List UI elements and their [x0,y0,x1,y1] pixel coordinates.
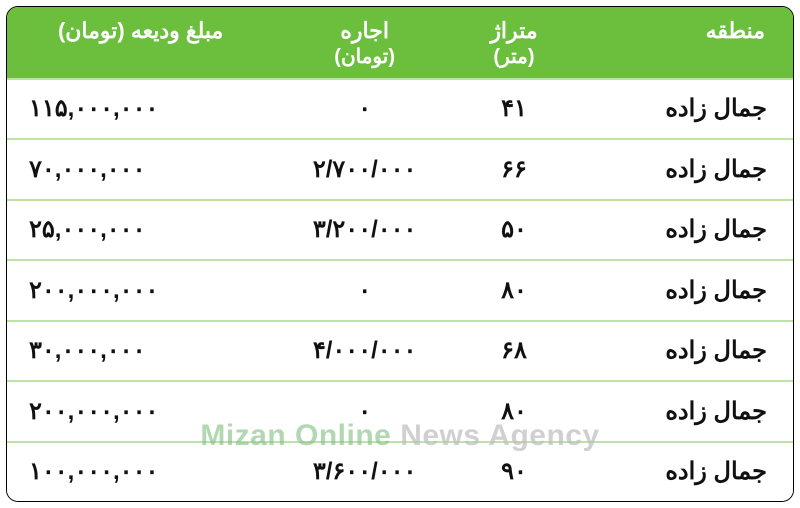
cell-area: ۴۱ [455,79,573,140]
col-header-region-label: منطقه [706,18,765,43]
cell-area: ۹۰ [455,442,573,502]
col-header-area-label: متراژ [490,18,537,43]
cell-region: جمال زاده [573,442,793,502]
col-header-deposit: مبلغ ودیعه (تومان) [7,7,274,79]
col-header-rent: اجاره (تومان) [274,7,455,79]
col-header-area: متراژ (متر) [455,7,573,79]
cell-rent: ۳/۶۰۰/۰۰۰ [274,442,455,502]
cell-deposit: ۳۰,۰۰۰,۰۰۰ [7,321,274,382]
cell-deposit: ۱۰۰,۰۰۰,۰۰۰ [7,442,274,502]
cell-rent: ۰ [274,79,455,140]
cell-region: جمال زاده [573,79,793,140]
table-row: جمال زاده ۵۰ ۳/۲۰۰/۰۰۰ ۲۵,۰۰۰,۰۰۰ [7,200,793,261]
cell-area: ۵۰ [455,200,573,261]
cell-region: جمال زاده [573,381,793,442]
cell-rent: ۳/۲۰۰/۰۰۰ [274,200,455,261]
header-row: منطقه متراژ (متر) اجاره (تومان) مبلغ ودی… [7,7,793,79]
col-header-rent-label: اجاره [340,18,389,43]
cell-rent: ۰ [274,260,455,321]
cell-rent: ۲/۷۰۰/۰۰۰ [274,139,455,200]
table-row: جمال زاده ۴۱ ۰ ۱۱۵,۰۰۰,۰۰۰ [7,79,793,140]
cell-region: جمال زاده [573,260,793,321]
col-header-region: منطقه [573,7,793,79]
cell-deposit: ۲۰۰,۰۰۰,۰۰۰ [7,381,274,442]
col-header-area-sub: (متر) [469,45,559,70]
table-row: جمال زاده ۹۰ ۳/۶۰۰/۰۰۰ ۱۰۰,۰۰۰,۰۰۰ [7,442,793,502]
cell-rent: ۴/۰۰۰/۰۰۰ [274,321,455,382]
table-frame: منطقه متراژ (متر) اجاره (تومان) مبلغ ودی… [6,6,794,502]
table-row: جمال زاده ۶۶ ۲/۷۰۰/۰۰۰ ۷۰,۰۰۰,۰۰۰ [7,139,793,200]
cell-area: ۶۸ [455,321,573,382]
cell-area: ۸۰ [455,381,573,442]
cell-rent: ۰ [274,381,455,442]
cell-deposit: ۲۵,۰۰۰,۰۰۰ [7,200,274,261]
cell-area: ۶۶ [455,139,573,200]
cell-region: جمال زاده [573,321,793,382]
listings-table: منطقه متراژ (متر) اجاره (تومان) مبلغ ودی… [7,7,793,501]
table-body: جمال زاده ۴۱ ۰ ۱۱۵,۰۰۰,۰۰۰ جمال زاده ۶۶ … [7,79,793,502]
table-row: جمال زاده ۸۰ ۰ ۲۰۰,۰۰۰,۰۰۰ [7,381,793,442]
cell-deposit: ۷۰,۰۰۰,۰۰۰ [7,139,274,200]
cell-deposit: ۱۱۵,۰۰۰,۰۰۰ [7,79,274,140]
col-header-deposit-label: مبلغ ودیعه (تومان) [58,18,223,43]
table-row: جمال زاده ۸۰ ۰ ۲۰۰,۰۰۰,۰۰۰ [7,260,793,321]
cell-area: ۸۰ [455,260,573,321]
cell-deposit: ۲۰۰,۰۰۰,۰۰۰ [7,260,274,321]
cell-region: جمال زاده [573,139,793,200]
col-header-rent-sub: (تومان) [288,45,441,70]
table-row: جمال زاده ۶۸ ۴/۰۰۰/۰۰۰ ۳۰,۰۰۰,۰۰۰ [7,321,793,382]
cell-region: جمال زاده [573,200,793,261]
